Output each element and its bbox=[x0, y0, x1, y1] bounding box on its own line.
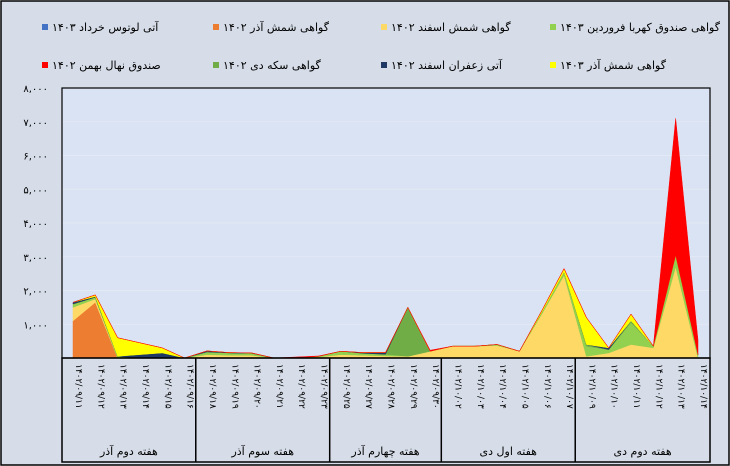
x-tick-label: ۱۴۰۲/۱۰/۰۹ bbox=[586, 364, 596, 409]
legend-swatch bbox=[42, 24, 48, 30]
y-tick-label: ۸,۰۰۰ bbox=[23, 84, 48, 95]
x-tick-label: ۱۴۰۲/۱۰/۰۷ bbox=[564, 364, 574, 409]
x-tick-label: ۱۴۰۲/۰۹/۱۱ bbox=[73, 364, 83, 409]
x-tick-label: ۱۴۰۲/۱۰/۱۱ bbox=[631, 364, 641, 409]
legend-label: گواهی شمش آذر ۱۴۰۲ bbox=[223, 20, 330, 34]
x-tick-label: ۱۴۰۲/۰۹/۱۹ bbox=[229, 364, 239, 409]
y-tick-label: ۲,۰۰۰ bbox=[23, 287, 48, 298]
x-tick-label: ۱۴۰۲/۰۹/۱۶ bbox=[185, 364, 195, 409]
y-tick-label: ۴,۰۰۰ bbox=[23, 219, 48, 230]
x-tick-label: ۱۴۰۲/۰۹/۳۰ bbox=[430, 364, 440, 409]
gridlines bbox=[62, 121, 710, 325]
legend-label: آتی زعفران اسفند ۱۴۰۲ bbox=[391, 58, 503, 72]
legend-item: گواهی سکه دی ۱۴۰۲ bbox=[213, 59, 322, 72]
legend-swatch bbox=[381, 24, 387, 30]
legend-item: گواهی شمش اسفند ۱۴۰۲ bbox=[381, 21, 511, 34]
x-tick-label: ۱۴۰۲/۱۰/۰۴ bbox=[497, 364, 507, 409]
x-group-label: هفته دوم دی bbox=[614, 445, 672, 458]
x-group-label: هفته سوم آذر bbox=[230, 444, 294, 458]
legend-swatch bbox=[213, 24, 219, 30]
x-tick-label: ۱۴۰۲/۰۹/۲۷ bbox=[363, 364, 373, 409]
legend-item: گواهی شمش آذر ۱۴۰۲ bbox=[213, 20, 330, 34]
x-tick-label: ۱۴۰۲/۱۰/۰۲ bbox=[452, 364, 462, 409]
legend-swatch bbox=[550, 24, 556, 30]
x-tick-label: ۱۴۰۲/۱۰/۱۳ bbox=[676, 364, 686, 409]
legend-label: آتی لوتوس خرداد ۱۴۰۳ bbox=[52, 20, 159, 34]
x-tick-label: ۱۴۰۲/۱۰/۱۲ bbox=[653, 364, 663, 409]
legend-item: صندوق نهال بهمن ۱۴۰۲ bbox=[42, 59, 161, 72]
legend-label: صندوق نهال بهمن ۱۴۰۲ bbox=[52, 59, 161, 72]
legend-item: آتی زعفران اسفند ۱۴۰۲ bbox=[381, 58, 503, 72]
x-tick-label: ۱۴۰۲/۱۰/۱۰ bbox=[609, 364, 619, 409]
x-tick-label: ۱۴۰۲/۰۹/۲۰ bbox=[252, 364, 262, 409]
legend-label: گواهی صندوق کهربا فروردین ۱۴۰۳ bbox=[560, 21, 721, 34]
y-axis: ۱,۰۰۰ ۲,۰۰۰ ۳,۰۰۰ ۴,۰۰۰ ۵,۰۰۰ ۶,۰۰۰ ۷,۰۰۰ ۸,۰۰۰ bbox=[23, 84, 48, 331]
x-group-label: هفته چهارم آذر bbox=[350, 444, 419, 458]
x-group-label: هفته دوم آذر bbox=[99, 444, 158, 458]
x-tick-label: ۱۴۰۲/۰۹/۱۸ bbox=[207, 364, 217, 409]
x-tick-label: ۱۴۰۲/۰۹/۲۱ bbox=[274, 364, 284, 409]
x-tick-label: ۱۴۰۲/۰۹/۲۸ bbox=[386, 364, 396, 409]
x-tick-label: ۱۴۰۲/۱۰/۱۴ bbox=[698, 364, 708, 409]
x-tick-label: ۱۴۰۲/۱۰/۰۵ bbox=[519, 364, 529, 409]
legend-item: گواهی شمش آذر ۱۴۰۳ bbox=[550, 58, 667, 72]
legend: آتی لوتوس خرداد ۱۴۰۳ گواهی شمش آذر ۱۴۰۲ گو… bbox=[42, 20, 721, 72]
x-tick-label: ۱۴۰۲/۱۰/۰۶ bbox=[542, 364, 552, 409]
legend-item: گواهی صندوق کهربا فروردین ۱۴۰۳ bbox=[550, 21, 721, 34]
legend-swatch bbox=[213, 62, 219, 68]
x-tick-label: ۱۴۰۲/۰۹/۱۲ bbox=[95, 364, 105, 409]
y-tick-label: ۵,۰۰۰ bbox=[23, 185, 48, 196]
x-axis: ۱۴۰۲/۰۹/۱۱ ۱۴۰۲/۰۹/۱۲ ۱۴۰۲/۰۹/۱۳ ۱۴۰۲/۰۹/۱۴… bbox=[61, 357, 711, 463]
x-tick-label: ۱۴۰۲/۰۹/۲۹ bbox=[408, 364, 418, 409]
x-tick-label: ۱۴۰۲/۰۹/۱۵ bbox=[162, 364, 172, 409]
x-tick-label: ۱۴۰۲/۱۰/۰۳ bbox=[475, 364, 485, 409]
x-axis-box bbox=[61, 357, 711, 463]
y-tick-label: ۶,۰۰۰ bbox=[23, 152, 48, 163]
x-tick-label: ۱۴۰۲/۰۹/۲۲ bbox=[296, 364, 306, 409]
legend-swatch bbox=[381, 62, 387, 68]
x-tick-label: ۱۴۰۲/۰۹/۱۳ bbox=[118, 364, 128, 409]
x-tick-label: ۱۴۰۲/۰۹/۱۴ bbox=[140, 364, 150, 409]
legend-label: گواهی سکه دی ۱۴۰۲ bbox=[223, 59, 322, 72]
y-tick-label: ۳,۰۰۰ bbox=[23, 253, 48, 264]
legend-label: گواهی شمش آذر ۱۴۰۳ bbox=[560, 58, 667, 72]
x-tick-label: ۱۴۰۲/۰۹/۲۵ bbox=[341, 364, 351, 409]
x-group-label: هفته اول دی bbox=[480, 445, 538, 458]
y-tick-label: ۷,۰۰۰ bbox=[23, 118, 48, 129]
legend-label: گواهی شمش اسفند ۱۴۰۲ bbox=[391, 21, 511, 34]
legend-swatch bbox=[550, 62, 556, 68]
legend-swatch bbox=[42, 62, 48, 68]
y-tick-label: ۱,۰۰۰ bbox=[23, 320, 48, 331]
legend-item: آتی لوتوس خرداد ۱۴۰۳ bbox=[42, 20, 159, 34]
x-tick-label: ۱۴۰۲/۰۹/۲۳ bbox=[319, 364, 329, 409]
